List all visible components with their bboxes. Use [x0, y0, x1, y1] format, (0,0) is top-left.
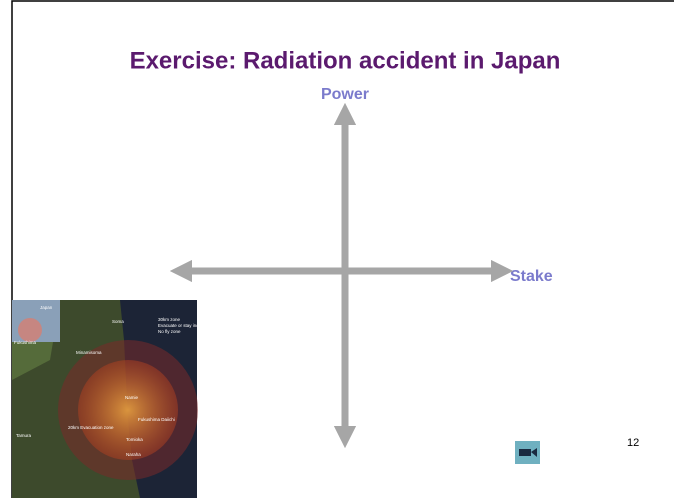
map-label: 30km zone: [158, 317, 181, 322]
map-label: Fukushima: [14, 340, 37, 345]
slide: Exercise: Radiation accident in Japan Po…: [0, 0, 675, 498]
slide-title: Exercise: Radiation accident in Japan: [130, 47, 561, 74]
map-label: Tomioka: [126, 437, 143, 442]
map-label: Evacuate or stay indoors: [158, 323, 208, 328]
page-number: 12: [627, 437, 639, 449]
map-label: Soma: [112, 319, 124, 324]
map-label: Naraha: [126, 452, 141, 457]
map-label: Tamura: [16, 433, 32, 438]
axis-label: Stake: [510, 268, 553, 285]
slide-canvas: Exercise: Radiation accident in Japan Po…: [0, 0, 675, 498]
video-icon[interactable]: [515, 441, 540, 464]
map-label: Fukushima Daiichi: [138, 417, 175, 422]
map-label: No fly zone: [158, 329, 181, 334]
map-label: 20km Evacuation zone: [68, 425, 114, 430]
map-label: Japan: [40, 305, 53, 310]
axis-label: Power: [321, 86, 369, 103]
map-label: Namie: [125, 395, 139, 400]
map-image: Japan Fukushima Soma Minamisoma Namie Fu…: [12, 300, 208, 498]
map-label: Minamisoma: [76, 350, 102, 355]
